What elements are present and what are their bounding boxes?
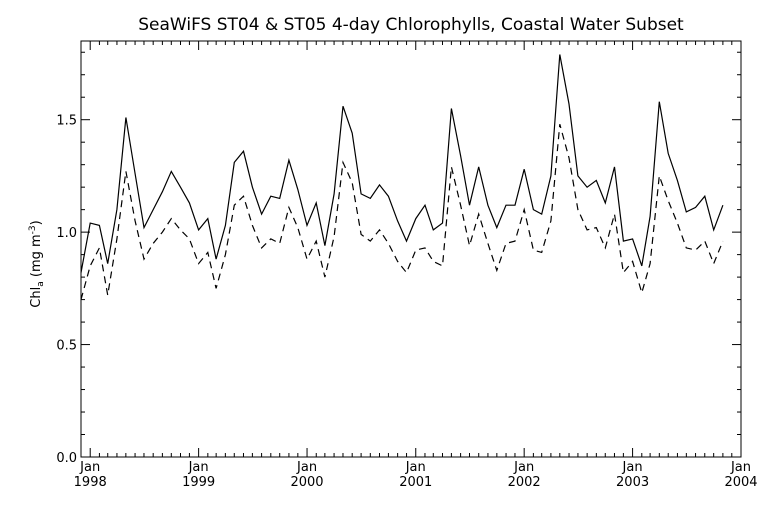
x-tick-year: 2003	[616, 475, 649, 490]
chart-title: SeaWiFS ST04 & ST05 4-day Chlorophylls, …	[138, 15, 684, 35]
x-tick-month: Jan	[296, 460, 317, 475]
y-tick-label: 0.5	[56, 339, 77, 354]
x-tick-month: Jan	[513, 460, 534, 475]
y-axis-label: Chla (mg m-3)	[28, 220, 46, 307]
y-tick-label: 1.0	[56, 226, 77, 241]
y-label-prefix: Chl	[29, 287, 44, 308]
x-tick-year: 2002	[508, 475, 541, 490]
x-tick-month: Jan	[79, 460, 100, 475]
x-tick-month: Jan	[188, 460, 209, 475]
x-tick-month: Jan	[622, 460, 643, 475]
y-tick-label: 1.5	[56, 114, 77, 129]
x-tick-year: 2004	[724, 475, 757, 490]
x-tick-year: 2001	[399, 475, 432, 490]
y-label-units-post: )	[29, 220, 44, 225]
y-tick-label: 0.0	[56, 451, 77, 466]
x-tick-year: 1999	[182, 475, 215, 490]
y-label-units-pre: (mg m	[29, 234, 44, 281]
x-tick-year: 1998	[74, 475, 107, 490]
x-tick-year: 2000	[290, 475, 323, 490]
series-layer	[80, 54, 724, 300]
x-tick-month: Jan	[405, 460, 426, 475]
series-line-dashed	[80, 124, 724, 300]
series-line-solid	[80, 54, 724, 273]
svg-text:Chla (mg m-3): Chla (mg m-3)	[28, 220, 46, 307]
y-label-sub: a	[36, 281, 46, 287]
plot-frame	[80, 40, 742, 458]
axes: 0.00.51.01.5Jan1998Jan1999Jan2000Jan2001…	[56, 41, 758, 490]
y-label-sup: -3	[28, 225, 38, 234]
x-tick-month: Jan	[730, 460, 751, 475]
